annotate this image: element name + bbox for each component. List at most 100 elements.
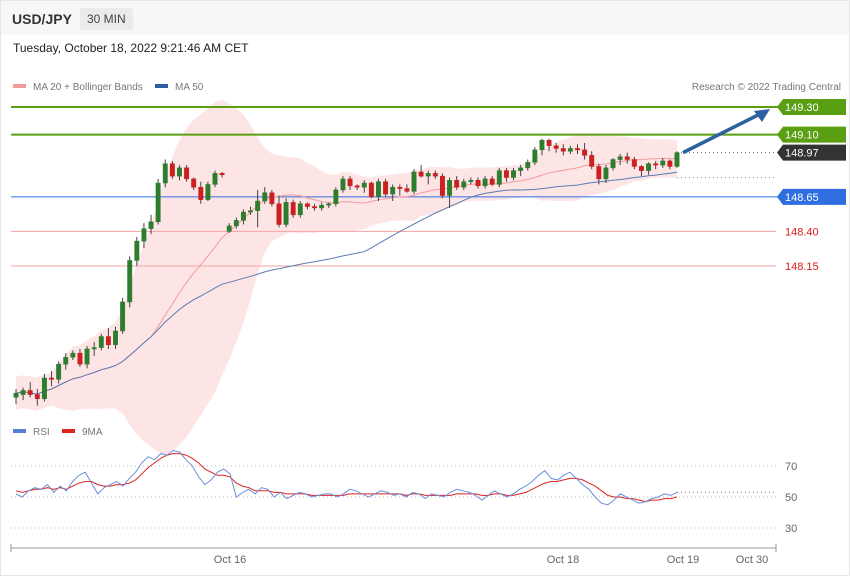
candle bbox=[269, 189, 275, 207]
x-tick-label: Oct 19 bbox=[667, 554, 699, 566]
candle bbox=[70, 350, 76, 361]
rsi-line bbox=[15, 449, 678, 506]
candle-body bbox=[560, 148, 566, 152]
candle bbox=[589, 151, 595, 170]
rsi-legend-swatch bbox=[13, 429, 26, 433]
candle bbox=[198, 181, 204, 204]
candle-body bbox=[120, 301, 126, 332]
candle-body bbox=[646, 163, 652, 171]
candle-body bbox=[390, 186, 396, 195]
candle-body bbox=[283, 202, 289, 225]
candle bbox=[276, 195, 282, 228]
candle bbox=[397, 184, 403, 196]
candle bbox=[134, 236, 140, 266]
candle-body bbox=[77, 352, 83, 365]
candle bbox=[255, 189, 261, 228]
candle-body bbox=[496, 170, 502, 185]
candles bbox=[13, 138, 680, 406]
candle bbox=[518, 165, 524, 177]
candle-body bbox=[596, 166, 602, 180]
rsi-ma-legend-swatch bbox=[62, 429, 75, 433]
candle bbox=[567, 145, 573, 155]
candle-body bbox=[653, 163, 659, 166]
candle-body bbox=[475, 180, 481, 187]
candle-body bbox=[205, 184, 211, 200]
candle bbox=[560, 144, 566, 156]
candle-body bbox=[674, 152, 680, 167]
ma50-legend: MA 50 bbox=[175, 82, 204, 93]
candle-body bbox=[539, 139, 545, 151]
candle-body bbox=[425, 173, 431, 177]
candle-body bbox=[532, 149, 538, 163]
candle-body bbox=[134, 240, 140, 261]
level-tag-149.30 bbox=[777, 99, 846, 115]
candle bbox=[461, 178, 467, 190]
candle bbox=[219, 171, 225, 178]
ma20-legend-swatch bbox=[13, 84, 26, 88]
candle-body bbox=[262, 192, 268, 202]
candle bbox=[383, 178, 389, 197]
candle bbox=[447, 177, 453, 208]
candle-body bbox=[141, 228, 147, 242]
candle bbox=[603, 165, 609, 184]
candle bbox=[340, 176, 346, 193]
candle bbox=[77, 348, 83, 367]
level-label-149.30: 149.30 bbox=[785, 102, 819, 114]
candle bbox=[333, 187, 339, 207]
candle-body bbox=[660, 160, 666, 166]
candle-body bbox=[575, 148, 580, 151]
candle-body bbox=[20, 390, 26, 395]
candle bbox=[610, 158, 616, 171]
x-axis: Oct 16 Oct 18 Oct 19 Oct 30 bbox=[10, 544, 777, 566]
candle-body bbox=[404, 188, 410, 192]
candle bbox=[98, 333, 104, 351]
candle bbox=[56, 361, 62, 384]
candle bbox=[113, 326, 118, 349]
candle-body bbox=[589, 155, 595, 167]
candle bbox=[262, 187, 268, 204]
candle-body bbox=[468, 180, 474, 182]
candle bbox=[205, 181, 211, 202]
candle-body bbox=[34, 394, 40, 399]
candle bbox=[354, 184, 360, 190]
candle bbox=[63, 353, 69, 370]
candle-body bbox=[13, 392, 19, 398]
candle-body bbox=[383, 181, 389, 195]
candle-body bbox=[41, 377, 47, 399]
timeframe-button[interactable]: 30 MIN bbox=[80, 8, 133, 30]
toolbar: USD/JPY 30 MIN bbox=[1, 1, 849, 35]
candle bbox=[525, 159, 531, 171]
candle bbox=[439, 173, 445, 199]
candle-body bbox=[191, 178, 197, 188]
candle-body bbox=[418, 171, 424, 177]
candle-body bbox=[376, 181, 381, 198]
candle bbox=[226, 223, 232, 233]
candle bbox=[596, 163, 602, 185]
candle bbox=[582, 142, 588, 160]
candle bbox=[127, 256, 133, 308]
candle-body bbox=[226, 225, 232, 232]
candle bbox=[361, 180, 367, 193]
rsi-ma-line bbox=[15, 453, 678, 503]
candle bbox=[169, 160, 175, 179]
candle bbox=[432, 170, 438, 179]
candle bbox=[155, 178, 161, 225]
candle bbox=[120, 297, 126, 334]
candle bbox=[304, 202, 310, 210]
candle bbox=[617, 154, 623, 166]
candle bbox=[624, 152, 630, 164]
candle bbox=[368, 181, 374, 199]
candle-body bbox=[461, 181, 467, 188]
candle-body bbox=[255, 200, 261, 211]
candle-body bbox=[553, 145, 559, 149]
candle bbox=[468, 177, 474, 185]
candle bbox=[347, 176, 353, 190]
candle-body bbox=[148, 221, 154, 229]
rsi-level-label-30: 30 bbox=[785, 523, 797, 535]
candle-body bbox=[361, 182, 367, 188]
moving-averages bbox=[15, 157, 678, 395]
candle bbox=[184, 165, 190, 182]
ma50-legend-swatch bbox=[155, 84, 168, 88]
candle-body bbox=[624, 156, 630, 160]
candle bbox=[212, 170, 218, 188]
